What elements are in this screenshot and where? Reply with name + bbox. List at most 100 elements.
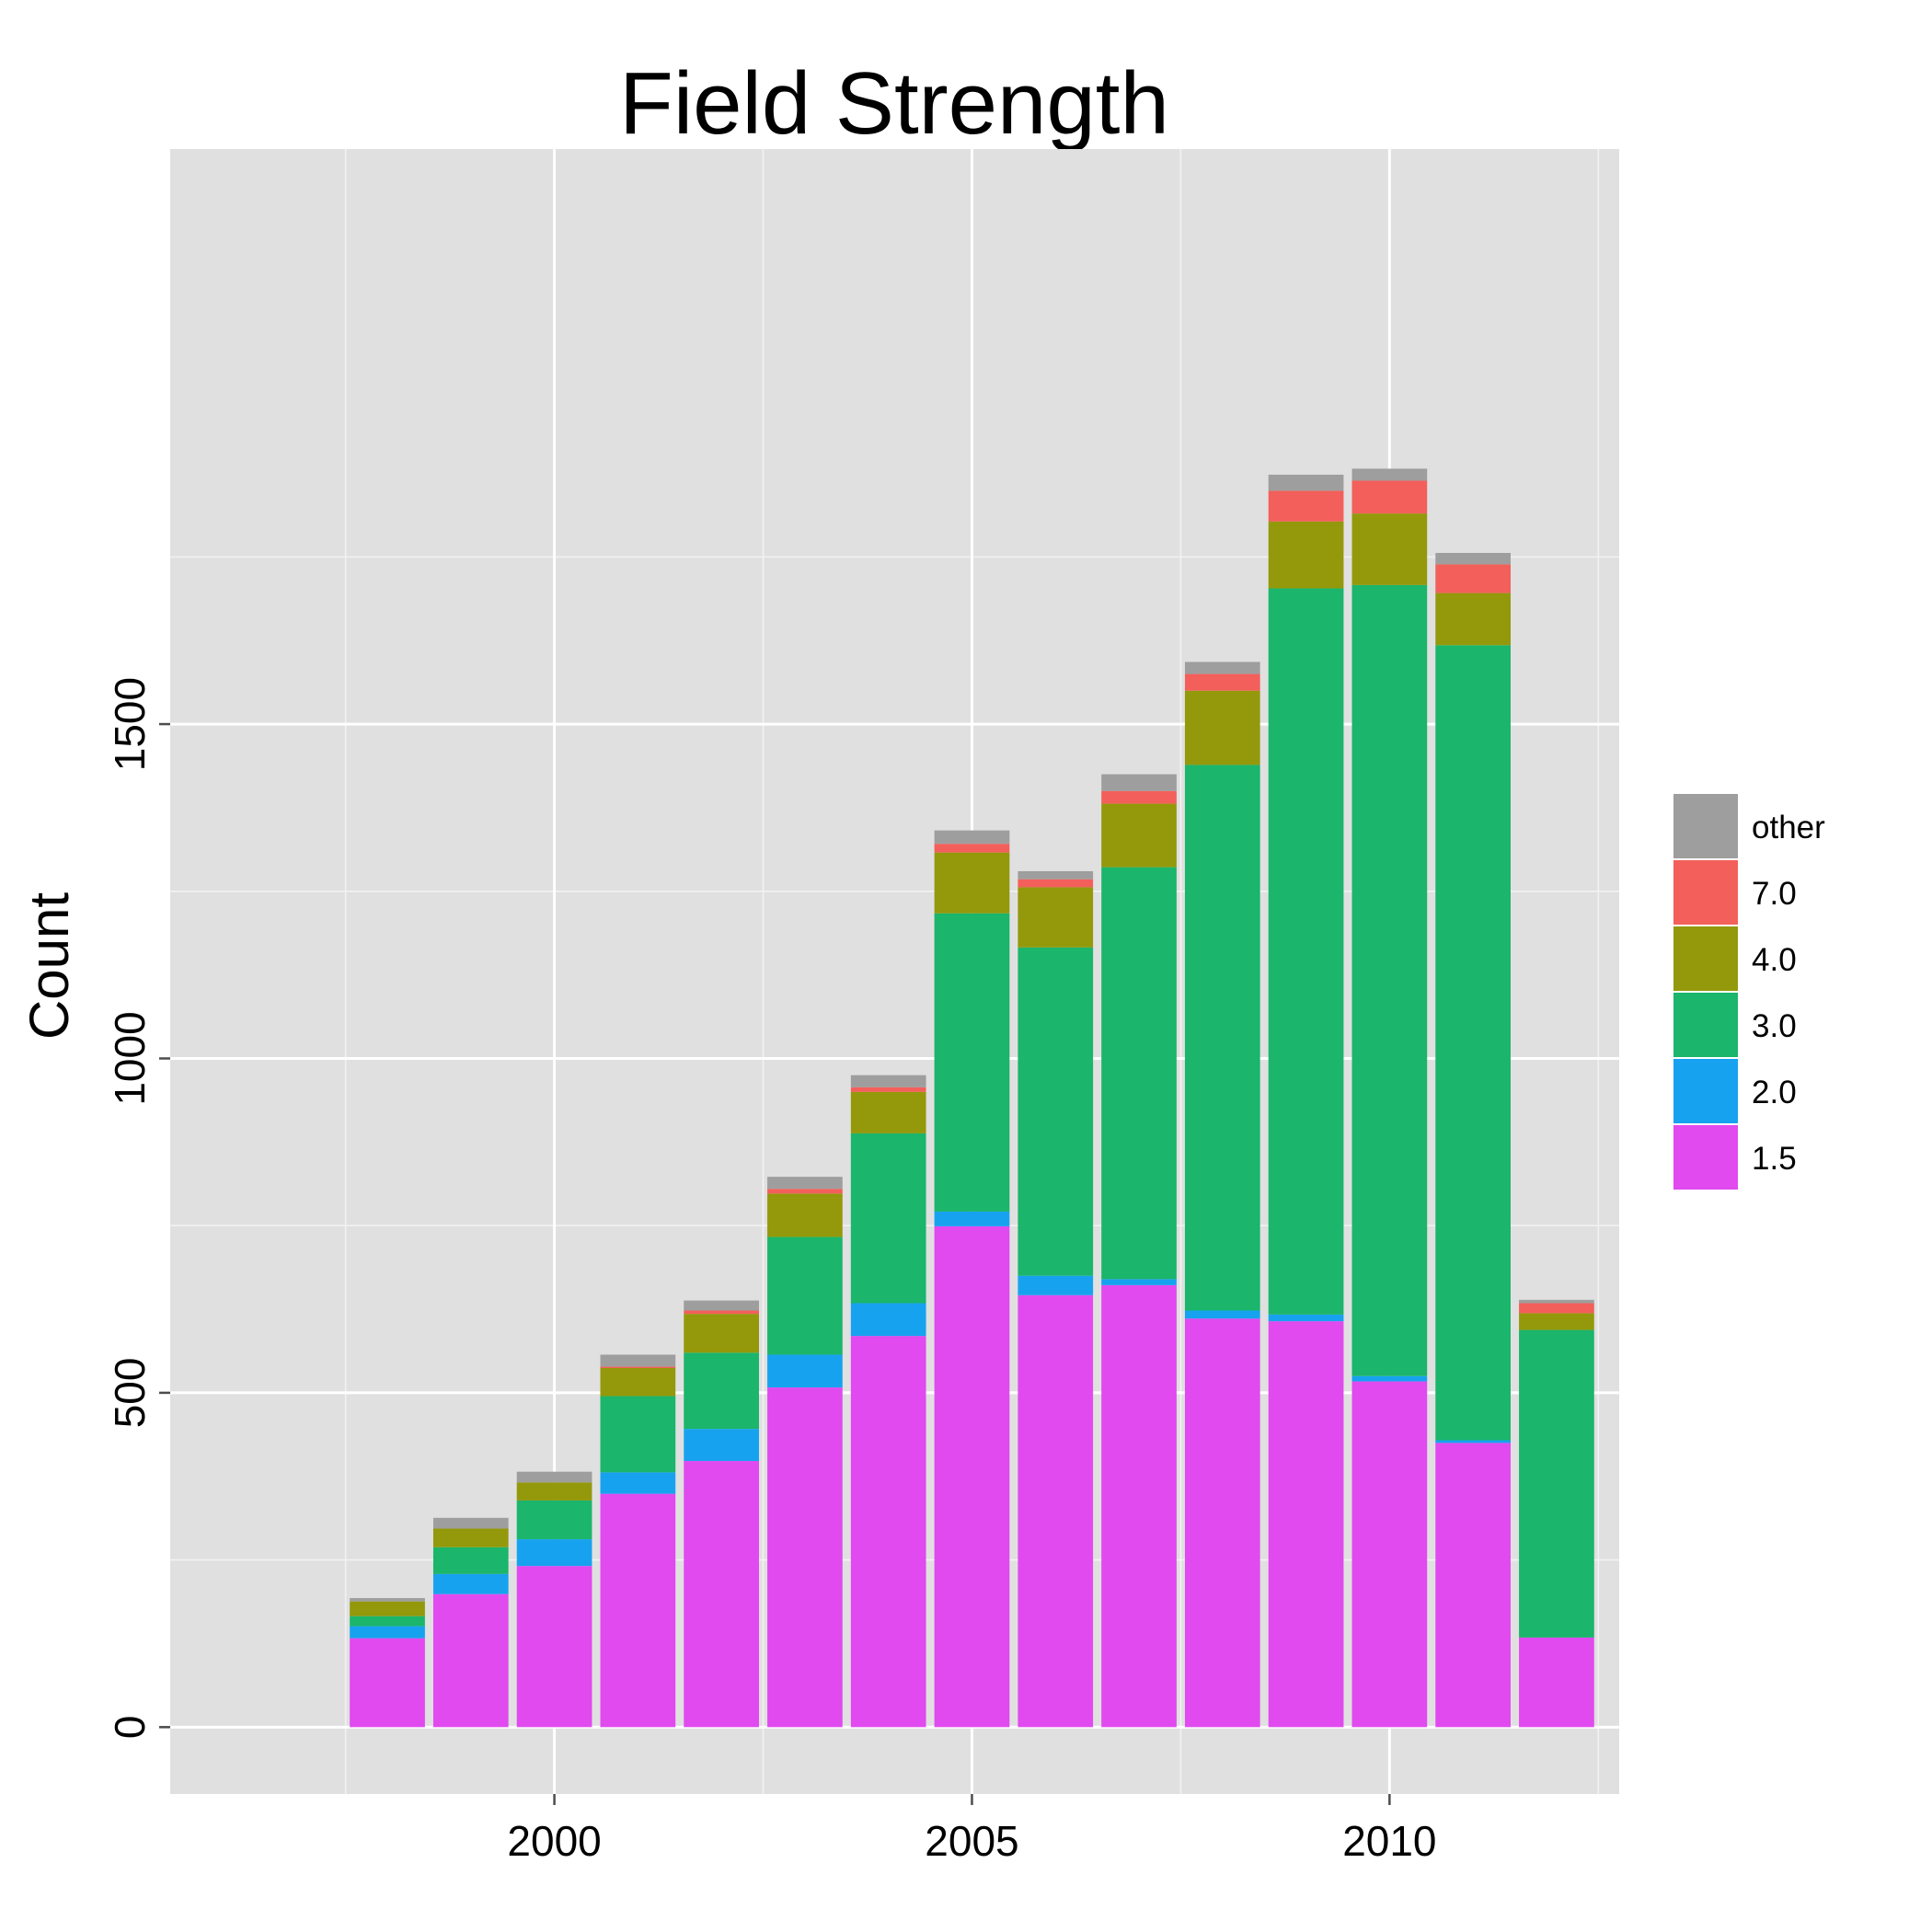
bar-segment-2003-7.0 <box>767 1189 843 1194</box>
bar-segment-1998-1.5 <box>350 1638 425 1728</box>
bar-segment-2005-2.0 <box>934 1211 1010 1226</box>
bar-segment-2005-other <box>934 830 1010 845</box>
legend-key-other <box>1672 792 1740 860</box>
bar-segment-2011-3.0 <box>1435 645 1511 1441</box>
bar-segment-2004-4.0 <box>850 1091 926 1133</box>
bar-segment-2008-2.0 <box>1184 1310 1260 1319</box>
legend-label: 1.5 <box>1752 1141 1797 1177</box>
bar-segment-2011-4.0 <box>1435 592 1511 646</box>
bar-segment-2002-7.0 <box>684 1310 759 1315</box>
bar-segment-2009-7.0 <box>1268 490 1344 522</box>
bar-segment-2008-7.0 <box>1184 673 1260 691</box>
bar-segment-2007-4.0 <box>1101 803 1177 868</box>
bar-segment-2007-other <box>1101 774 1177 791</box>
bar-segment-2006-3.0 <box>1018 947 1094 1276</box>
bar-segment-2012-other <box>1519 1299 1594 1304</box>
y-axis-title: Count <box>18 892 80 1040</box>
x-tick-label: 2000 <box>507 1817 601 1865</box>
bar-segment-2006-7.0 <box>1018 879 1094 888</box>
bar-segment-2000-2.0 <box>516 1539 592 1567</box>
bar-segment-2010-7.0 <box>1351 480 1428 514</box>
bar-segment-2011-other <box>1435 553 1511 565</box>
bar-segment-2010-2.0 <box>1351 1375 1428 1382</box>
bar-segment-2003-4.0 <box>767 1193 843 1237</box>
bar-segment-2004-3.0 <box>850 1133 926 1304</box>
bar-segment-2005-3.0 <box>934 913 1010 1212</box>
bar-segment-2010-other <box>1351 468 1428 481</box>
bar-segment-2002-3.0 <box>684 1352 759 1430</box>
bar-segment-2008-1.5 <box>1184 1318 1260 1728</box>
bar-segment-1998-2.0 <box>350 1626 425 1639</box>
bar-segment-2001-1.5 <box>600 1493 676 1728</box>
bar-segment-2000-4.0 <box>516 1482 592 1501</box>
legend-key-4.0 <box>1672 925 1740 993</box>
x-tick-label: 2010 <box>1342 1817 1436 1865</box>
bar-segment-2004-1.5 <box>850 1336 926 1728</box>
bar-segment-2007-7.0 <box>1101 790 1177 804</box>
bar-segment-2004-other <box>850 1075 926 1087</box>
bar-segment-1999-1.5 <box>432 1593 509 1728</box>
y-tick-label: 500 <box>106 1358 154 1429</box>
bar-segment-2005-4.0 <box>934 852 1010 914</box>
bar-segment-2002-4.0 <box>684 1314 759 1353</box>
bar-segment-2003-2.0 <box>767 1354 843 1388</box>
legend-label: 4.0 <box>1752 942 1797 978</box>
bar-segment-1999-2.0 <box>432 1573 509 1594</box>
bar-segment-2012-3.0 <box>1519 1329 1594 1638</box>
bar-segment-2000-3.0 <box>516 1500 592 1540</box>
bar-segment-1999-other <box>432 1517 509 1529</box>
bar-segment-2008-3.0 <box>1184 765 1260 1311</box>
bar-segment-2012-7.0 <box>1519 1303 1594 1314</box>
bar-segment-2006-1.5 <box>1018 1294 1094 1728</box>
legend-label: other <box>1752 810 1825 845</box>
bar-segment-2001-other <box>600 1354 676 1367</box>
bar-segment-2006-2.0 <box>1018 1275 1094 1295</box>
bar-segment-2007-2.0 <box>1101 1279 1177 1285</box>
bar-segment-2003-3.0 <box>767 1236 843 1355</box>
bar-segment-2004-2.0 <box>850 1303 926 1337</box>
bar-segment-2001-2.0 <box>600 1472 676 1494</box>
bar-segment-2009-2.0 <box>1268 1314 1344 1322</box>
legend: other 7.0 4.0 3.0 2.0 1.5 <box>1672 792 1825 1191</box>
legend-key-7.0 <box>1672 858 1740 926</box>
bar-segment-2003-1.5 <box>767 1387 843 1728</box>
legend-key-2.0 <box>1672 1057 1740 1125</box>
bar-segment-2009-4.0 <box>1268 521 1344 589</box>
legend-label: 3.0 <box>1752 1008 1797 1044</box>
chart-title: Field Strength <box>619 54 1169 153</box>
bar-segment-2002-1.5 <box>684 1461 759 1728</box>
bar-segment-2010-3.0 <box>1351 584 1428 1376</box>
bars <box>350 468 1594 1728</box>
bar-segment-1998-3.0 <box>350 1616 425 1627</box>
x-tick-label: 2005 <box>925 1817 1018 1865</box>
bar-segment-2000-1.5 <box>516 1566 592 1728</box>
bar-segment-2003-other <box>767 1177 843 1190</box>
bar-segment-2005-1.5 <box>934 1225 1010 1728</box>
bar-segment-2011-7.0 <box>1435 564 1511 593</box>
legend-label: 7.0 <box>1752 876 1797 912</box>
bar-segment-2001-3.0 <box>600 1396 676 1473</box>
bar-segment-2009-1.5 <box>1268 1321 1344 1728</box>
bar-segment-2012-4.0 <box>1519 1313 1594 1330</box>
bar-segment-2002-2.0 <box>684 1429 759 1462</box>
bar-segment-1999-3.0 <box>432 1547 509 1574</box>
y-tick-label: 0 <box>106 1716 154 1740</box>
bar-segment-2009-3.0 <box>1268 588 1344 1315</box>
bar-segment-2011-2.0 <box>1435 1440 1511 1443</box>
bar-segment-2008-4.0 <box>1184 690 1260 765</box>
bar-segment-2006-4.0 <box>1018 887 1094 948</box>
legend-label: 2.0 <box>1752 1075 1797 1110</box>
bar-segment-2009-other <box>1268 474 1344 491</box>
y-tick-label: 1500 <box>106 677 154 771</box>
legend-key-1.5 <box>1672 1123 1740 1191</box>
bar-segment-2001-7.0 <box>600 1366 676 1369</box>
bar-segment-2006-other <box>1018 870 1094 880</box>
bar-segment-2007-1.5 <box>1101 1284 1177 1728</box>
bar-segment-2010-4.0 <box>1351 513 1428 585</box>
bar-segment-2012-1.5 <box>1519 1637 1594 1728</box>
bar-segment-1998-other <box>350 1598 425 1602</box>
bar-segment-2007-3.0 <box>1101 867 1177 1280</box>
bar-segment-2008-other <box>1184 661 1260 674</box>
